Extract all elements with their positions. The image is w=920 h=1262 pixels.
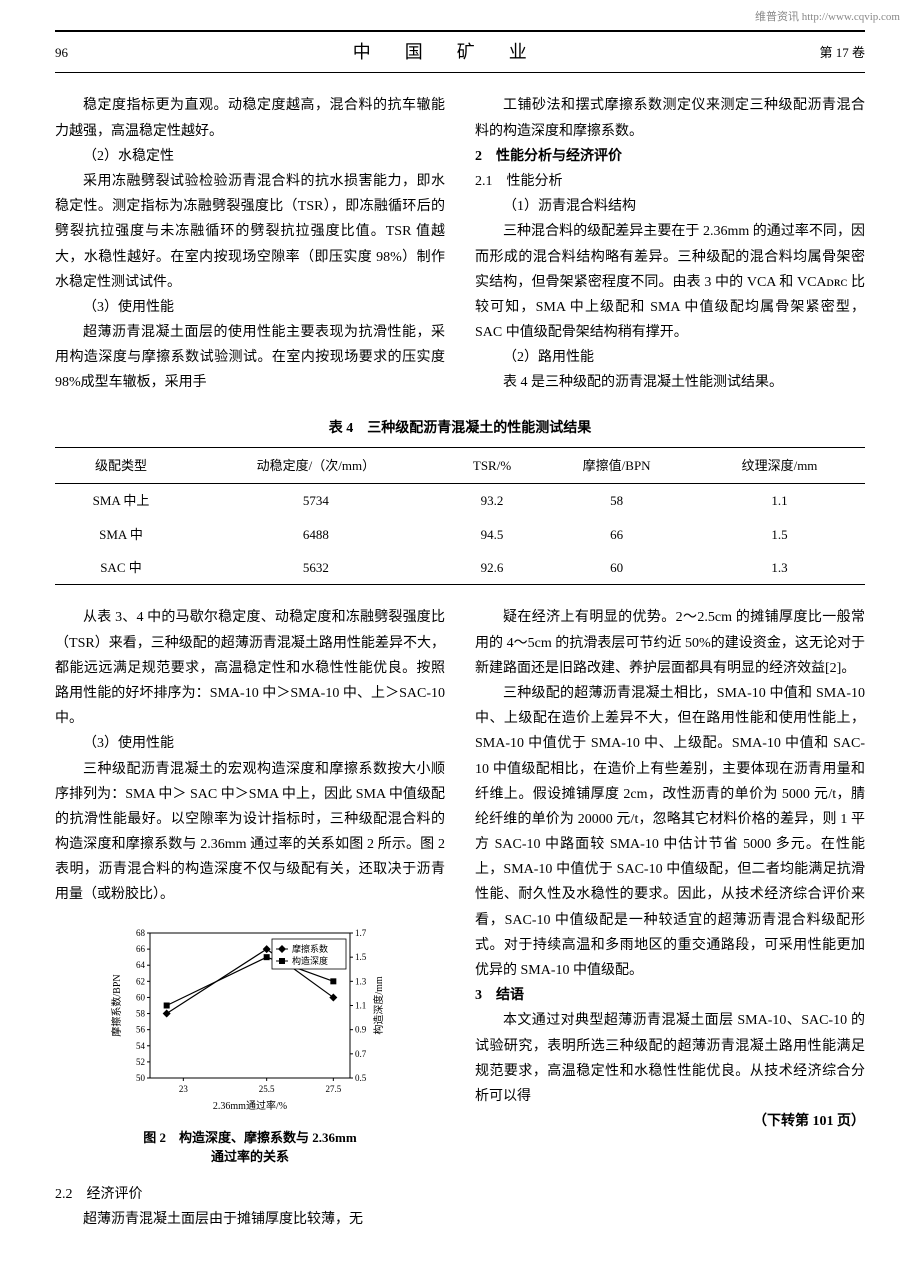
svg-text:1.1: 1.1 [355, 1000, 366, 1010]
body-text: 本文通过对典型超薄沥青混凝土面层 SMA-10、SAC-10 的试验研究，表明所… [475, 1008, 865, 1109]
table-row: SMA 中上 5734 93.2 58 1.1 [55, 484, 865, 518]
svg-text:62: 62 [136, 976, 145, 986]
svg-text:52: 52 [136, 1057, 145, 1067]
section-2-2-heading: 2.2 经济评价 [55, 1182, 445, 1207]
svg-text:58: 58 [136, 1008, 146, 1018]
svg-text:构造深度: 构造深度 [292, 955, 328, 966]
table-header: TSR/% [445, 447, 539, 483]
figure-2-caption: 图 2 构造深度、摩擦系数与 2.36mm通过率的关系 [55, 1128, 445, 1167]
svg-text:2.36mm通过率/%: 2.36mm通过率/% [213, 1099, 287, 1112]
table-header: 动稳定度/（次/mm） [187, 447, 445, 483]
table-cell: 60 [539, 551, 694, 585]
body-text: 三种级配的超薄沥青混凝土相比，SMA-10 中值和 SMA-10 中、上级配在造… [475, 681, 865, 983]
svg-text:1.7: 1.7 [355, 928, 367, 938]
table-4-wrapper: 表 4 三种级配沥青混凝土的性能测试结果 级配类型 动稳定度/（次/mm） TS… [55, 416, 865, 586]
svg-text:54: 54 [136, 1040, 146, 1050]
svg-text:56: 56 [136, 1024, 146, 1034]
body-text: 三种级配沥青混凝土的宏观构造深度和摩擦系数按大小顺序排列为：SMA 中＞ SAC… [55, 757, 445, 908]
svg-text:1.5: 1.5 [355, 952, 367, 962]
svg-text:27.5: 27.5 [325, 1084, 341, 1094]
table-header: 级配类型 [55, 447, 187, 483]
section-2-heading: 2 性能分析与经济评价 [475, 144, 865, 169]
body-text: 超薄沥青混凝土面层由于摊铺厚度比较薄，无 [55, 1207, 445, 1232]
table-header: 纹理深度/mm [694, 447, 865, 483]
svg-text:50: 50 [136, 1073, 146, 1083]
section-2-1-heading: 2.1 性能分析 [475, 169, 865, 194]
table-cell: 1.3 [694, 551, 865, 585]
section-3-heading: 3 结语 [475, 983, 865, 1008]
subsection-label: （1）沥青混合料结构 [475, 194, 865, 219]
table-cell: SAC 中 [55, 551, 187, 585]
table-cell: 94.5 [445, 518, 539, 551]
table-4: 级配类型 动稳定度/（次/mm） TSR/% 摩擦值/BPN 纹理深度/mm S… [55, 447, 865, 586]
table-cell: 6488 [187, 518, 445, 551]
table-cell: 92.6 [445, 551, 539, 585]
svg-text:0.9: 0.9 [355, 1024, 367, 1034]
table-row: SAC 中 5632 92.6 60 1.3 [55, 551, 865, 585]
svg-text:0.7: 0.7 [355, 1048, 367, 1058]
body-text: 工铺砂法和摆式摩擦系数测定仪来测定三种级配沥青混合料的构造深度和摩擦系数。 [475, 93, 865, 143]
svg-text:摩擦系数/BPN: 摩擦系数/BPN [110, 974, 123, 1036]
subsection-label: （2）路用性能 [475, 345, 865, 370]
figure-2-wrapper: 50 52 54 56 58 60 62 64 66 68 0.5 0.7 0.9 1.1 1.3 1.5 1.… [55, 923, 445, 1167]
journal-title: 中 国 矿 业 [353, 36, 535, 68]
body-text: 从表 3、4 中的马歇尔稳定度、动稳定度和冻融劈裂强度比（TSR）来看，三种级配… [55, 605, 445, 731]
table-header: 摩擦值/BPN [539, 447, 694, 483]
table-cell: 1.1 [694, 484, 865, 518]
body-text: 稳定度指标更为直观。动稳定度越高，混合料的抗车辙能力越强，高温稳定性越好。 [55, 93, 445, 143]
table-cell: 93.2 [445, 484, 539, 518]
page-header: 96 中 国 矿 业 第 17 卷 [55, 30, 865, 73]
body-text: 三种混合料的级配差异主要在于 2.36mm 的通过率不同，因而形成的混合料结构略… [475, 219, 865, 345]
continue-note: （下转第 101 页） [475, 1109, 865, 1134]
table-cell: 58 [539, 484, 694, 518]
svg-text:25.5: 25.5 [259, 1084, 275, 1094]
svg-text:23: 23 [179, 1084, 189, 1094]
subsection-label: （3）使用性能 [55, 295, 445, 320]
table-cell: 5734 [187, 484, 445, 518]
top-right-column: 工铺砂法和摆式摩擦系数测定仪来测定三种级配沥青混合料的构造深度和摩擦系数。 2 … [475, 93, 865, 395]
subsection-label: （2）水稳定性 [55, 144, 445, 169]
subsection-label: （3）使用性能 [55, 731, 445, 756]
body-text: 疑在经济上有明显的优势。2～2.5cm 的摊铺厚度比一般常用的 4～5cm 的抗… [475, 605, 865, 681]
table-cell: SMA 中 [55, 518, 187, 551]
top-left-column: 稳定度指标更为直观。动稳定度越高，混合料的抗车辙能力越强，高温稳定性越好。 （2… [55, 93, 445, 395]
svg-text:构造深度/mm: 构造深度/mm [372, 976, 385, 1035]
body-text: 采用冻融劈裂试验检验沥青混合料的抗水损害能力，即水稳定性。测定指标为冻融劈裂强度… [55, 169, 445, 295]
svg-text:66: 66 [136, 944, 146, 954]
table-cell: 66 [539, 518, 694, 551]
svg-text:摩擦系数: 摩擦系数 [292, 943, 328, 954]
svg-text:0.5: 0.5 [355, 1073, 367, 1083]
page-number: 96 [55, 41, 68, 64]
bottom-right-column: 疑在经济上有明显的优势。2～2.5cm 的摊铺厚度比一般常用的 4～5cm 的抗… [475, 605, 865, 1232]
svg-text:60: 60 [136, 992, 146, 1002]
table-cell: 5632 [187, 551, 445, 585]
bottom-left-column: 从表 3、4 中的马歇尔稳定度、动稳定度和冻融劈裂强度比（TSR）来看，三种级配… [55, 605, 445, 1232]
table-4-title: 表 4 三种级配沥青混凝土的性能测试结果 [55, 416, 865, 441]
svg-text:1.3: 1.3 [355, 976, 367, 986]
table-row: SMA 中 6488 94.5 66 1.5 [55, 518, 865, 551]
table-cell: SMA 中上 [55, 484, 187, 518]
volume-label: 第 17 卷 [819, 41, 865, 64]
watermark: 维普资讯 http://www.cqvip.com [755, 8, 900, 28]
figure-2-chart: 50 52 54 56 58 60 62 64 66 68 0.5 0.7 0.9 1.1 1.3 1.5 1.… [110, 923, 390, 1113]
bottom-columns: 从表 3、4 中的马歇尔稳定度、动稳定度和冻融劈裂强度比（TSR）来看，三种级配… [55, 605, 865, 1232]
top-columns: 稳定度指标更为直观。动稳定度越高，混合料的抗车辙能力越强，高温稳定性越好。 （2… [55, 93, 865, 395]
body-text: 超薄沥青混凝土面层的使用性能主要表现为抗滑性能，采用构造深度与摩擦系数试验测试。… [55, 320, 445, 396]
svg-text:68: 68 [136, 928, 146, 938]
table-cell: 1.5 [694, 518, 865, 551]
svg-text:64: 64 [136, 960, 146, 970]
body-text: 表 4 是三种级配的沥青混凝土性能测试结果。 [475, 370, 865, 395]
